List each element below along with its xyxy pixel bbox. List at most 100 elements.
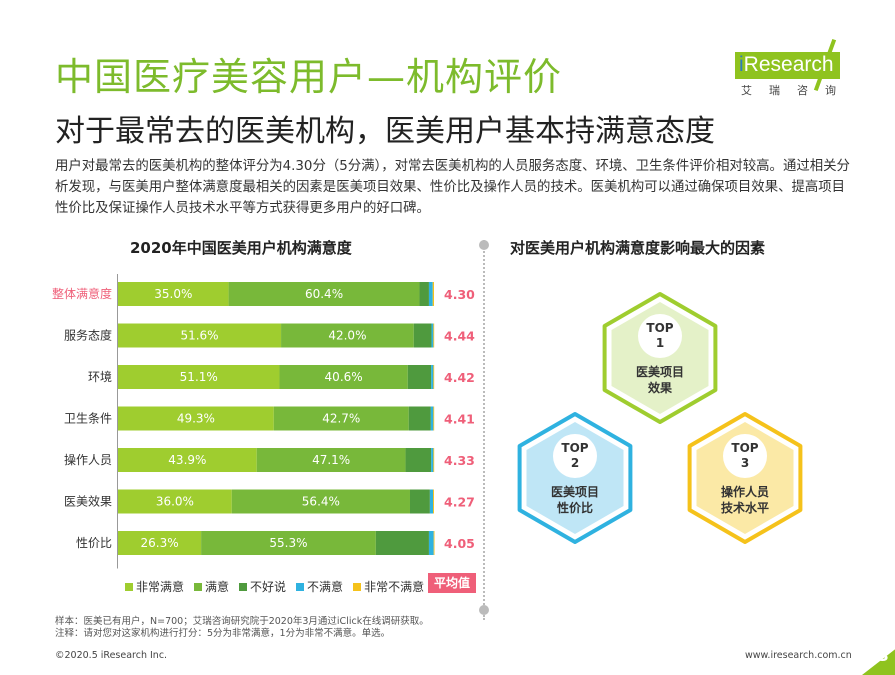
chart-legend: 非常满意 满意 不好说 不满意 非常不满意 bbox=[125, 578, 434, 595]
bar-segment bbox=[433, 531, 435, 555]
logo-wordmark: iResearch bbox=[735, 52, 840, 79]
factor-name-line1: 操作人员 bbox=[721, 484, 769, 499]
average-value: 4.44 bbox=[444, 329, 475, 344]
data-label: 26.3% bbox=[140, 536, 178, 550]
logo-chinese: 艾瑞咨询 bbox=[741, 84, 853, 97]
legend-item: 不满意 bbox=[296, 578, 343, 595]
summary-text: 用户对最常去的医美机构的整体评分为4.30分（5分满），对常去医美机构的人员服务… bbox=[55, 159, 850, 216]
factor-name-line1: 医美项目 bbox=[636, 364, 684, 379]
bar-segment bbox=[281, 323, 414, 348]
factor-name-line2: 性价比 bbox=[556, 500, 593, 515]
bar-segment bbox=[273, 406, 409, 431]
bar-segment bbox=[408, 406, 431, 431]
legend-item: 不好说 bbox=[239, 578, 286, 595]
category-label: 环境 bbox=[88, 369, 112, 384]
legend-swatch bbox=[125, 582, 133, 591]
data-label: 42.7% bbox=[322, 412, 360, 426]
bar-segment bbox=[419, 282, 429, 306]
rank-top-label: TOP bbox=[561, 441, 588, 455]
left-section-title: 2020年中国医美用户机构满意度 bbox=[130, 239, 352, 257]
bar-segment bbox=[431, 365, 434, 389]
data-label: 55.3% bbox=[269, 536, 307, 550]
legend-label: 非常不满意 bbox=[364, 580, 425, 594]
bar-segment bbox=[231, 489, 410, 514]
legend-label: 不满意 bbox=[307, 580, 344, 594]
page-number-badge bbox=[862, 640, 895, 675]
legend-label: 不好说 bbox=[250, 580, 287, 594]
average-legend-label: 平均值 bbox=[428, 573, 476, 593]
average-value: 4.05 bbox=[444, 536, 475, 551]
rank-number: 2 bbox=[571, 456, 579, 470]
rank-badge bbox=[638, 314, 682, 358]
bar-segment bbox=[256, 448, 406, 472]
bar-segment bbox=[201, 531, 376, 555]
category-label: 服务态度 bbox=[64, 328, 112, 343]
footnote-note: 注释：请对您对这家机构进行打分：5分为非常满意，1分为非常不满意。单选。 bbox=[55, 628, 391, 639]
legend-item: 非常满意 bbox=[125, 578, 184, 595]
page-subtitle: 对于最常去的医美机构，医美用户基本持满意态度 bbox=[55, 114, 715, 149]
legend-item: 非常不满意 bbox=[353, 578, 424, 595]
legend-label: 满意 bbox=[205, 580, 230, 594]
data-label: 42.0% bbox=[328, 329, 366, 343]
bar-segment bbox=[431, 448, 434, 472]
data-label: 60.4% bbox=[305, 287, 343, 301]
bar-segment bbox=[118, 365, 280, 389]
bar-segment bbox=[409, 489, 430, 514]
footnote: 样本：医美已有用户，N=700；艾瑞咨询研究院于2020年3月通过iClick在… bbox=[55, 616, 429, 640]
bar-segment bbox=[118, 282, 229, 306]
bar-segment bbox=[118, 406, 274, 431]
divider-dot-top bbox=[479, 240, 489, 250]
bar-segment bbox=[433, 489, 434, 514]
category-label: 操作人员 bbox=[64, 452, 112, 467]
legend-item: 满意 bbox=[194, 578, 229, 595]
bar-segment bbox=[433, 448, 435, 472]
bar-segment bbox=[118, 323, 282, 348]
logo-i: i bbox=[739, 53, 744, 76]
factor-name-line2: 技术水平 bbox=[721, 500, 769, 515]
data-label: 51.6% bbox=[180, 329, 218, 343]
legend-label: 非常满意 bbox=[136, 580, 185, 594]
copyright: ©2020.5 iResearch Inc. bbox=[55, 650, 168, 661]
data-label: 36.0% bbox=[156, 495, 194, 509]
rank-badge bbox=[723, 434, 767, 478]
bar-segment bbox=[413, 323, 432, 348]
hexagon-outer bbox=[687, 412, 803, 544]
data-label: 43.9% bbox=[168, 453, 206, 467]
data-label: 47.1% bbox=[312, 453, 350, 467]
legend-swatch bbox=[239, 582, 248, 591]
rank-top-label: TOP bbox=[731, 441, 758, 455]
satisfaction-bar-chart: 整体满意度 35.0% 60.4% 4.30 服务态度 51.6% 42.0% 4.44 环境 5… bbox=[52, 274, 475, 569]
legend-swatch bbox=[353, 582, 362, 591]
category-label: 整体满意度 bbox=[52, 286, 112, 301]
page-title: 中国医疗美容用户—机构评价 bbox=[55, 55, 563, 99]
data-label: 49.3% bbox=[177, 412, 215, 426]
hexagon-outer bbox=[602, 292, 718, 424]
average-value: 4.42 bbox=[444, 370, 475, 385]
rank-top-label: TOP bbox=[646, 321, 673, 335]
bar-segment bbox=[429, 489, 434, 514]
bar-segment bbox=[430, 406, 434, 431]
bar-segment bbox=[405, 448, 432, 472]
bar-segment bbox=[431, 323, 434, 348]
logo-word: Research bbox=[743, 53, 834, 76]
rank-badge bbox=[553, 434, 597, 478]
iresearch-logo: iResearch 艾瑞咨询 bbox=[735, 20, 860, 110]
data-label: 35.0% bbox=[154, 287, 192, 301]
bar-segment bbox=[433, 323, 435, 348]
bar-segment bbox=[118, 489, 232, 514]
factor-name-line2: 效果 bbox=[648, 380, 672, 395]
data-label: 51.1% bbox=[180, 370, 218, 384]
legend-swatch bbox=[296, 582, 305, 591]
average-value: 4.27 bbox=[444, 495, 475, 510]
footnote-sample: 样本：医美已有用户，N=700；艾瑞咨询研究院于2020年3月通过iClick在… bbox=[55, 616, 429, 627]
bar-segment bbox=[432, 282, 434, 306]
bar-segment bbox=[375, 531, 429, 555]
average-value: 4.41 bbox=[444, 412, 475, 427]
website: www.iresearch.com.cn bbox=[745, 650, 852, 661]
bar-segment bbox=[118, 448, 257, 472]
category-label: 医美效果 bbox=[64, 494, 112, 509]
rank-number: 1 bbox=[656, 336, 664, 350]
category-label: 性价比 bbox=[76, 536, 112, 550]
right-section-title: 对医美用户机构满意度影响最大的因素 bbox=[510, 239, 766, 257]
